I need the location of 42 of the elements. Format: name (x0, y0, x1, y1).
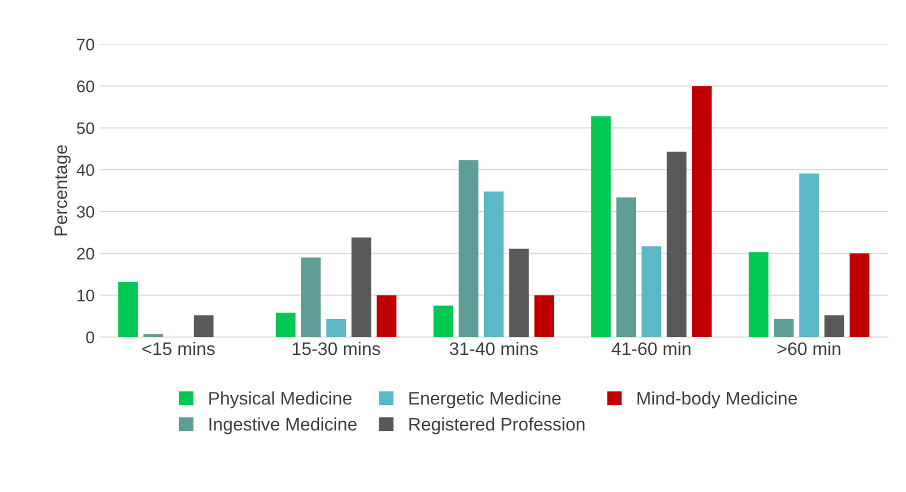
bar (458, 160, 478, 338)
y-axis-title: Percentage (54, 145, 71, 236)
bar (509, 248, 529, 338)
bar (774, 319, 794, 338)
bar (376, 295, 396, 338)
y-tick-label: 50 (76, 122, 94, 134)
bar (433, 306, 454, 338)
bar (352, 237, 372, 338)
y-tick-label: 70 (77, 38, 94, 50)
bar (276, 312, 296, 338)
bar (748, 252, 768, 338)
legend-label: Ingestive Medicine (210, 417, 357, 434)
bar (616, 197, 636, 338)
y-tick-label: 60 (77, 80, 94, 92)
bar (301, 258, 321, 338)
y-tick-label: 0 (86, 331, 94, 344)
bar (484, 191, 504, 338)
x-tick-label: <15 mins (142, 342, 215, 356)
bar (591, 116, 611, 338)
x-tick-label: >60 min (778, 342, 840, 356)
bar (666, 152, 686, 338)
bar (850, 253, 870, 338)
legend-label: Registered Profession (409, 417, 584, 434)
x-tick-label: 15-30 mins (292, 342, 380, 356)
bar (194, 315, 214, 338)
bar (799, 174, 819, 338)
y-tick-label: 20 (77, 248, 94, 260)
x-tick-label: 41-60 min (612, 342, 690, 356)
bar (143, 334, 164, 338)
bar (118, 282, 138, 338)
bar (534, 295, 554, 338)
bar (692, 86, 712, 338)
bar (326, 319, 346, 338)
bar (642, 246, 662, 338)
y-tick-label: 30 (76, 206, 94, 218)
bar (824, 315, 844, 338)
legend-label: Physical Medicine (209, 391, 352, 408)
legend-label: Energetic Medicine (409, 391, 561, 408)
y-tick-label: 40 (76, 164, 94, 176)
legend-label: Mind-body Medicine (638, 391, 797, 408)
x-tick-label: 31-40 mins (450, 342, 538, 356)
y-tick-label: 10 (78, 290, 94, 302)
